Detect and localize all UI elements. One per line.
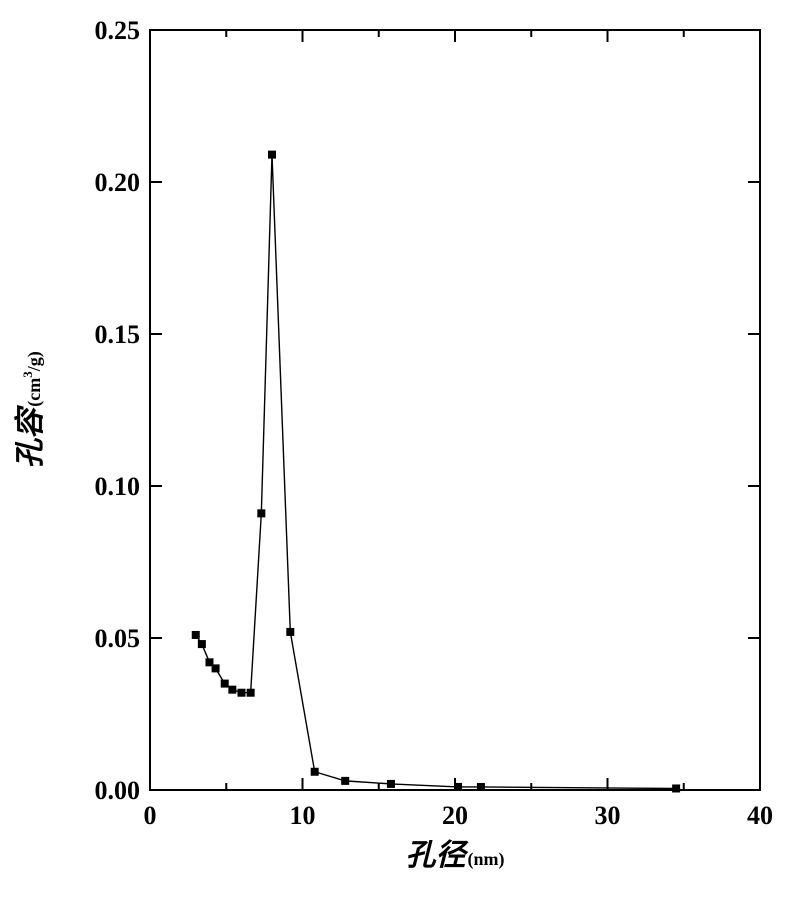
x-tick-label: 10 <box>290 801 316 830</box>
data-point-marker <box>311 768 319 776</box>
data-point-marker <box>212 664 220 672</box>
data-point-marker <box>247 689 255 697</box>
data-point-marker <box>198 640 206 648</box>
data-point-marker <box>268 151 276 159</box>
chart-background <box>0 0 800 907</box>
y-tick-label: 0.25 <box>95 16 141 45</box>
x-tick-label: 40 <box>747 801 773 830</box>
data-point-marker <box>221 680 229 688</box>
data-point-marker <box>286 628 294 636</box>
x-tick-label: 0 <box>144 801 157 830</box>
data-point-marker <box>257 509 265 517</box>
data-point-marker <box>477 783 485 791</box>
data-point-marker <box>454 783 462 791</box>
y-tick-label: 0.15 <box>95 320 141 349</box>
data-point-marker <box>238 689 246 697</box>
data-point-marker <box>192 631 200 639</box>
y-tick-label: 0.00 <box>95 776 141 805</box>
x-tick-label: 20 <box>442 801 468 830</box>
data-point-marker <box>341 777 349 785</box>
y-tick-label: 0.10 <box>95 472 141 501</box>
y-tick-label: 0.20 <box>95 168 141 197</box>
y-tick-label: 0.05 <box>95 624 141 653</box>
x-tick-label: 30 <box>595 801 621 830</box>
pore-size-distribution-chart: 0102030400.000.050.100.150.200.25孔径(nm)孔… <box>0 0 800 907</box>
chart-svg: 0102030400.000.050.100.150.200.25孔径(nm)孔… <box>0 0 800 907</box>
data-point-marker <box>672 784 680 792</box>
data-point-marker <box>387 780 395 788</box>
data-point-marker <box>228 686 236 694</box>
